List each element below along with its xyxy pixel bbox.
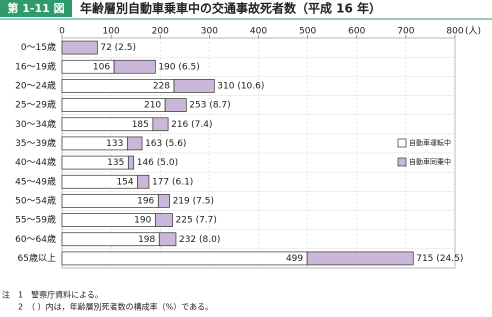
total-label: 216 (7.4) <box>171 120 212 130</box>
y-tick-label: 65歳以上 <box>18 252 56 264</box>
bar-segment <box>164 98 187 112</box>
y-tick-label: 45〜49歳 <box>15 175 56 187</box>
segment-label: 133 <box>106 139 123 149</box>
y-tick-label: 60〜64歳 <box>15 233 56 245</box>
bar-segment <box>154 213 173 227</box>
y-tick-label: 0〜15歳 <box>21 41 56 53</box>
x-tick-label: 700 <box>397 27 414 37</box>
segment-label: 190 <box>134 216 151 226</box>
y-tick-label: 55〜59歳 <box>15 214 56 226</box>
segment-label: 228 <box>153 81 170 91</box>
y-tick-label: 35〜39歳 <box>15 137 56 149</box>
x-tick-label: 400 <box>250 27 267 37</box>
chart-title: 年齢層別自動車乗車中の交通事故死者数（平成 16 年） <box>80 1 381 16</box>
segment-label: 196 <box>137 196 154 206</box>
x-tick-label: 500 <box>299 27 316 37</box>
total-label: 163 (5.6) <box>145 139 186 149</box>
x-tick-label: 0 <box>59 27 65 37</box>
legend-swatch <box>397 138 407 148</box>
bar-segment <box>306 251 414 266</box>
figure-label-box <box>0 0 72 17</box>
legend-label: 自動車運転中 <box>409 138 451 147</box>
total-label: 219 (7.5) <box>173 196 214 206</box>
bar-segment <box>152 117 169 132</box>
total-label: 310 (10.6) <box>217 81 264 91</box>
segment-label: 210 <box>144 101 161 111</box>
note: 2 （ ）内は，年齢層別死者数の構成率（%）である。 <box>2 302 213 312</box>
bar-segment <box>126 136 143 151</box>
x-unit: (人) <box>465 26 481 37</box>
bar-segment <box>61 251 308 266</box>
total-label: 72 (2.5) <box>100 43 136 53</box>
bar-segment <box>113 59 156 74</box>
bar-segment <box>173 79 215 93</box>
segment-label: 135 <box>107 158 124 168</box>
segment-label: 154 <box>116 177 133 187</box>
y-tick-label: 50〜54歳 <box>15 194 56 206</box>
legend-label: 自動車同乗中 <box>409 157 451 166</box>
y-tick-label: 30〜34歳 <box>15 118 56 130</box>
total-label: 190 (6.5) <box>158 62 199 72</box>
y-tick-label: 20〜24歳 <box>15 79 56 91</box>
bar-segment <box>61 40 98 55</box>
bar-segment <box>127 155 135 170</box>
segment-label: 185 <box>132 120 149 130</box>
total-label: 177 (6.1) <box>152 177 193 187</box>
total-label: 225 (7.7) <box>176 216 217 226</box>
segment-label: 198 <box>138 235 155 245</box>
x-tick-label: 200 <box>152 27 169 37</box>
legend-swatch <box>397 157 407 167</box>
y-tick-label: 25〜29歳 <box>15 99 56 111</box>
y-tick-label: 16〜19歳 <box>15 60 56 72</box>
x-tick-label: 800 <box>446 27 463 37</box>
x-tick-label: 600 <box>348 27 365 37</box>
total-label: 146 (5.0) <box>137 158 178 168</box>
segment-label: 106 <box>93 62 110 72</box>
x-tick-label: 100 <box>103 27 120 37</box>
bar-segment <box>158 232 177 247</box>
bar-segment <box>157 194 170 208</box>
note: 注 1 警察庁資料による。 <box>2 290 103 300</box>
total-label: 253 (8.7) <box>189 101 230 111</box>
figure-label: 第 1-11 図 <box>7 1 64 15</box>
y-tick-label: 40〜44歳 <box>15 156 56 168</box>
total-label: 715 (24.5) <box>416 254 463 264</box>
segment-label: 499 <box>286 254 303 264</box>
bar-segment <box>137 174 150 189</box>
x-tick-label: 300 <box>201 27 218 37</box>
total-label: 232 (8.0) <box>179 235 220 245</box>
